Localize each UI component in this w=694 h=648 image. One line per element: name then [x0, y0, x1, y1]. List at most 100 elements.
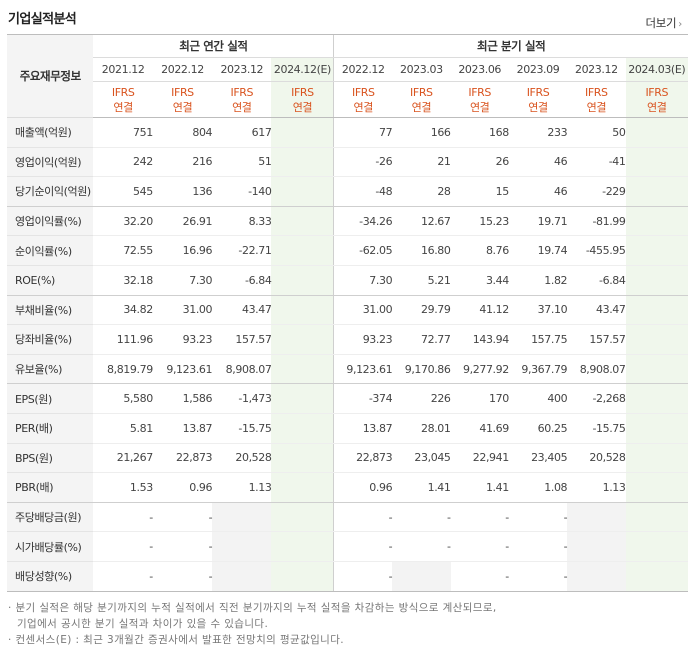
footnote-1: · 분기 실적은 해당 분기까지의 누적 실적에서 직전 분기까지의 누적 실적…	[8, 602, 497, 614]
row-label: ROE(%)	[7, 265, 94, 296]
table-cell	[625, 117, 688, 148]
consolidated-label: 연결	[586, 100, 607, 114]
table-cell: 1.13	[567, 472, 626, 503]
table-cell: -22.71	[212, 235, 272, 266]
table-cell: -81.99	[567, 206, 626, 237]
table-row: EPS(원) 5,580 1,586 -1,473 -374 226 170 400 -2,26…	[7, 383, 688, 414]
period-header: 2023.03	[392, 57, 451, 82]
consolidated-label: 연결	[232, 100, 252, 114]
table-cell: 9,170.86	[392, 354, 451, 385]
table-cell	[625, 354, 688, 385]
table-cell: 1.13	[212, 472, 272, 503]
table-cell: 545	[93, 176, 153, 207]
table-cell: 28.01	[392, 413, 451, 444]
table-row: 매출액(억원) 751 804 617 77 166 168 233 50	[7, 117, 688, 148]
table-cell	[212, 561, 272, 592]
ifrs-badge: IFRS 연결	[508, 81, 568, 118]
table-cell: -	[93, 561, 153, 592]
table-row: 배당성향(%) - - - - -	[7, 561, 688, 592]
table-row: 부채비율(%) 34.82 31.00 43.47 31.00 29.79 41.12 37.…	[7, 295, 688, 326]
table-cell: 72.55	[93, 235, 153, 266]
row-label: PBR(배)	[7, 472, 94, 503]
table-cell: 9,123.61	[333, 354, 393, 385]
table-cell: 31.00	[333, 295, 393, 326]
table-cell	[625, 502, 688, 533]
table-cell: -	[508, 561, 568, 592]
quarterly-group-header: 최근 분기 실적	[333, 35, 688, 58]
row-header-cell: 주요재무정보	[7, 35, 94, 118]
table-cell: -	[333, 561, 393, 592]
table-cell	[271, 531, 334, 562]
table-cell: -	[93, 531, 153, 562]
table-cell: -	[450, 531, 509, 562]
table-cell: 8.76	[450, 235, 509, 266]
row-label: 시가배당률(%)	[7, 531, 94, 562]
table-cell: 157.57	[212, 324, 272, 355]
more-button-label: 더보기	[645, 16, 677, 30]
row-label: 당기순이익(억원)	[7, 176, 94, 207]
table-cell: 72.77	[392, 324, 451, 355]
table-cell: -	[508, 502, 568, 533]
table-cell: 226	[392, 383, 451, 414]
ifrs-badge: IFRS 연결	[93, 81, 153, 118]
table-cell: -455.95	[567, 235, 626, 266]
table-cell: -229	[567, 176, 626, 207]
row-label: 부채비율(%)	[7, 295, 94, 326]
period-header: 2022.12	[333, 57, 393, 82]
table-cell: -	[333, 502, 393, 533]
table-cell: 26	[450, 147, 509, 178]
table-cell: 43.47	[212, 295, 272, 326]
ifrs-badge: IFRS 연결	[152, 81, 213, 118]
table-row: 주당배당금(원) - - - - - -	[7, 502, 688, 533]
table-cell: 51	[212, 147, 272, 178]
table-cell	[271, 235, 334, 266]
ifrs-badge: IFRS 연결	[212, 81, 272, 118]
ifrs-label: IFRS	[526, 85, 550, 99]
table-cell	[567, 502, 626, 533]
table-cell: -374	[333, 383, 393, 414]
table-cell: 19.74	[508, 235, 568, 266]
table-cell: -	[152, 561, 213, 592]
table-cell: 233	[508, 117, 568, 148]
table-cell	[567, 531, 626, 562]
table-cell: 93.23	[152, 324, 213, 355]
table-cell	[625, 265, 688, 296]
table-cell: 166	[392, 117, 451, 148]
table-row: PBR(배) 1.53 0.96 1.13 0.96 1.41 1.41 1.08 1.13	[7, 472, 688, 503]
table-cell: 617	[212, 117, 272, 148]
period-header: 2023.12	[567, 57, 626, 82]
table-cell	[625, 324, 688, 355]
table-row: 시가배당률(%) - - - - - -	[7, 531, 688, 562]
table-cell	[271, 176, 334, 207]
table-cell: 7.30	[333, 265, 393, 296]
table-cell	[271, 147, 334, 178]
period-header: 2024.12(E)	[271, 57, 334, 82]
row-label: 순이익률(%)	[7, 235, 94, 266]
table-cell	[625, 472, 688, 503]
table-cell: 32.20	[93, 206, 153, 237]
table-cell: -34.26	[333, 206, 393, 237]
row-label: 영업이익(억원)	[7, 147, 94, 178]
table-cell	[625, 147, 688, 178]
table-cell	[271, 561, 334, 592]
table-cell	[625, 206, 688, 237]
consolidated-label: 연결	[411, 100, 432, 114]
table-cell: -	[333, 531, 393, 562]
table-cell	[212, 531, 272, 562]
table-cell: 8,819.79	[93, 354, 153, 385]
table-cell: 143.94	[450, 324, 509, 355]
table-cell: 1,586	[152, 383, 213, 414]
row-label: 주당배당금(원)	[7, 502, 94, 533]
table-cell: -26	[333, 147, 393, 178]
table-cell: 41.69	[450, 413, 509, 444]
table-cell: 13.87	[333, 413, 393, 444]
table-cell: 20,528	[567, 443, 626, 474]
table-cell: 0.96	[152, 472, 213, 503]
table-cell	[625, 176, 688, 207]
table-cell: 22,873	[333, 443, 393, 474]
table-cell: -6.84	[212, 265, 272, 296]
more-button[interactable]: 더보기 ›	[645, 15, 682, 31]
ifrs-label: IFRS	[351, 85, 375, 99]
table-cell: -	[392, 502, 451, 533]
